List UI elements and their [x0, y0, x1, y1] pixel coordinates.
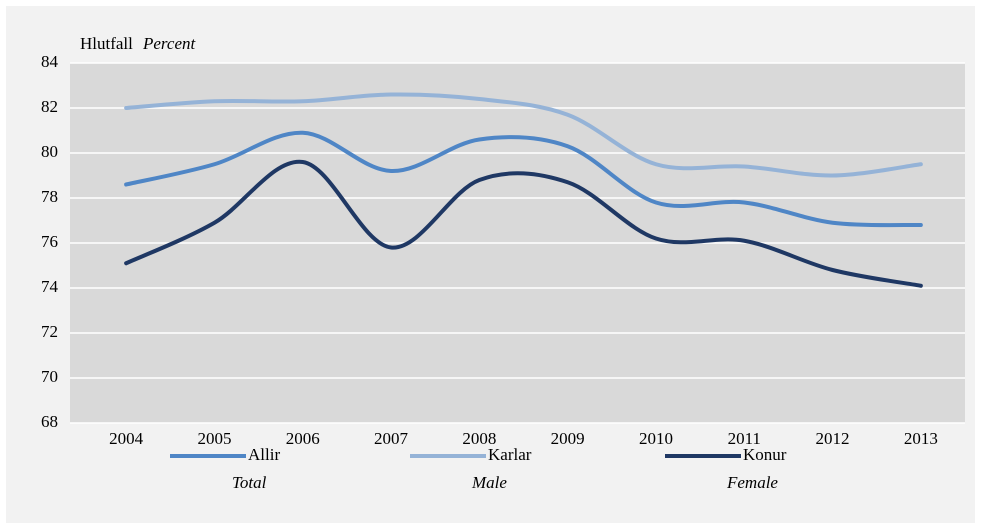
x-tick-label: 2011	[728, 429, 761, 448]
y-tick-label: 74	[41, 277, 59, 296]
series-line	[124, 92, 923, 178]
y-tick-label: 76	[41, 232, 58, 251]
y-tick-label: 68	[41, 412, 58, 431]
x-tick-label: 2007	[374, 429, 409, 448]
x-tick-label: 2010	[639, 429, 673, 448]
y-tick-label: 78	[41, 187, 58, 206]
series-line	[124, 130, 923, 228]
x-tick-label: 2004	[109, 429, 144, 448]
y-tick-label: 70	[41, 367, 58, 386]
x-tick-label: 2005	[197, 429, 231, 448]
legend-label-en: Male	[471, 473, 507, 492]
x-tick-label: 2008	[462, 429, 496, 448]
series-line	[124, 159, 923, 288]
y-tick-label: 82	[41, 97, 58, 116]
y-tick-label: 80	[41, 142, 58, 161]
y-tick-label: 72	[41, 322, 58, 341]
legend-label-en: Female	[726, 473, 778, 492]
legend-label: Allir	[248, 445, 280, 464]
x-tick-label: 2013	[904, 429, 938, 448]
x-tick-label: 2009	[551, 429, 585, 448]
legend-label-en: Total	[232, 473, 267, 492]
y-axis-label: Hlutfall	[80, 34, 133, 53]
legend-label: Konur	[743, 445, 787, 464]
y-axis-label-en: Percent	[142, 34, 197, 53]
x-tick-label: 2006	[286, 429, 320, 448]
x-tick-label: 2012	[816, 429, 850, 448]
y-tick-label: 84	[41, 52, 59, 71]
legend-label: Karlar	[488, 445, 532, 464]
